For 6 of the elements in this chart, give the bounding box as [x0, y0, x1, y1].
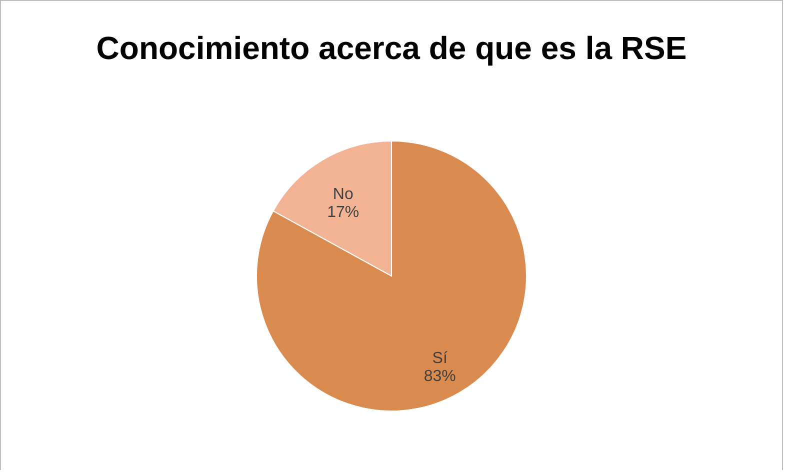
data-label: 83%	[424, 368, 456, 385]
slice-label: No	[332, 186, 354, 204]
pie-slice	[256, 140, 527, 412]
data-label: 17%	[327, 204, 360, 222]
slice-label: Sí	[432, 350, 448, 367]
chart-title: Conocimiento acerca de que es la RSE	[96, 30, 687, 66]
